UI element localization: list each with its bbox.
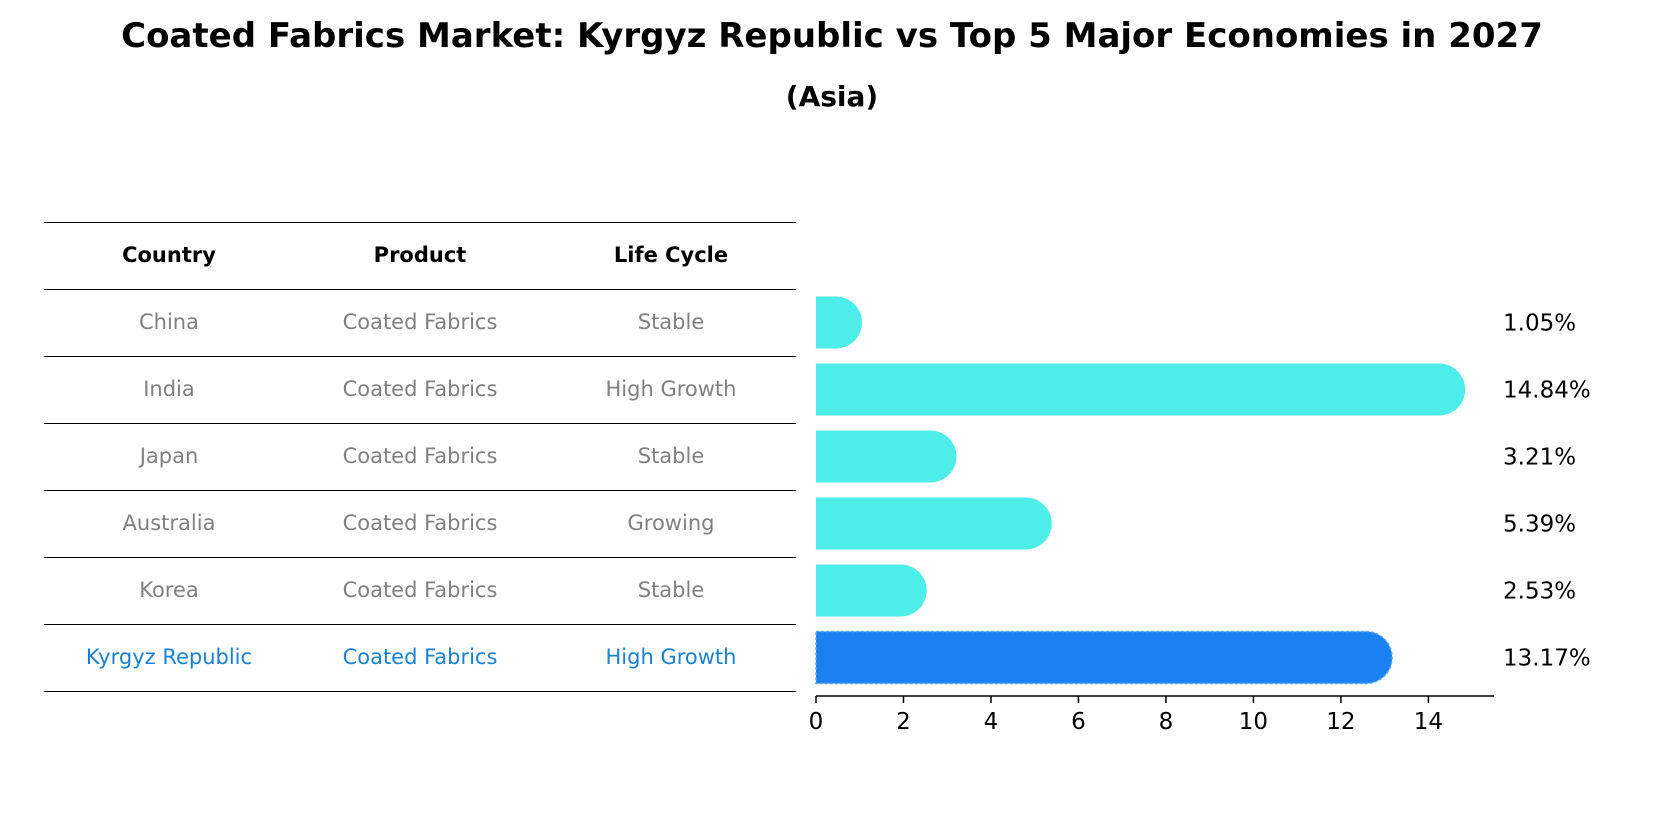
table-cell-country: India (143, 377, 195, 401)
table-cell-country: China (139, 310, 199, 334)
bar-shape (815, 630, 1393, 685)
table-cell-life-cycle: Stable (637, 444, 705, 468)
value-label: 5.39% (1503, 512, 1576, 538)
value-label: 2.53% (1503, 579, 1576, 605)
chart-subtitle: (Asia) (785, 80, 879, 113)
column-header-country: Country (122, 243, 216, 267)
table-cell-country: Korea (139, 578, 199, 602)
table-cell-product: Coated Fabrics (342, 511, 498, 535)
table-cell-life-cycle: High Growth (605, 377, 737, 401)
table-cell-country: Japan (139, 444, 199, 468)
table-rule (44, 624, 796, 625)
chart-title: Coated Fabrics Market: Kyrgyz Republic v… (121, 16, 1543, 56)
table-rule (44, 557, 796, 558)
x-tick-label: 10 (1239, 709, 1268, 735)
table-cell-product: Coated Fabrics (342, 310, 498, 334)
table-cell-life-cycle: Growing (627, 511, 715, 535)
bar (816, 363, 1466, 416)
table-rule (44, 691, 796, 692)
bar-shape (816, 296, 862, 349)
value-label: 3.21% (1503, 445, 1576, 471)
bar-shape (816, 363, 1466, 416)
bar (816, 564, 927, 617)
x-tick-label: 8 (1159, 709, 1174, 735)
bar (815, 630, 1393, 685)
bar-shape (816, 430, 957, 483)
x-tick-label: 2 (896, 709, 911, 735)
table-rule (44, 289, 796, 290)
table-cell-life-cycle: High Growth (605, 645, 737, 669)
table-cell-country: Australia (122, 511, 216, 535)
table-cell-product: Coated Fabrics (342, 578, 498, 602)
x-tick-label: 12 (1326, 709, 1355, 735)
table-cell-life-cycle: Stable (637, 310, 705, 334)
bar (816, 430, 957, 483)
x-tick-label: 0 (809, 709, 824, 735)
bar-shape (816, 564, 927, 617)
column-header-life-cycle: Life Cycle (613, 243, 729, 267)
table-rule (44, 222, 796, 223)
x-tick-label: 14 (1414, 709, 1443, 735)
table-rule (44, 356, 796, 357)
table-cell-product: Coated Fabrics (342, 377, 498, 401)
column-header-product: Product (373, 243, 467, 267)
value-label: 13.17% (1503, 646, 1591, 672)
table-cell-life-cycle: Stable (637, 578, 705, 602)
x-tick-label: 6 (1071, 709, 1086, 735)
value-label: 14.84% (1503, 378, 1591, 404)
table-cell-product: Coated Fabrics (342, 444, 498, 468)
table-cell-product: Coated Fabrics (342, 645, 498, 669)
table-cell-country: Kyrgyz Republic (85, 645, 253, 669)
bar (816, 296, 862, 349)
bar (816, 497, 1052, 550)
bar-shape (816, 497, 1052, 550)
value-label: 1.05% (1503, 311, 1576, 337)
x-tick-label: 4 (984, 709, 999, 735)
table-rule (44, 423, 796, 424)
table-rule (44, 490, 796, 491)
